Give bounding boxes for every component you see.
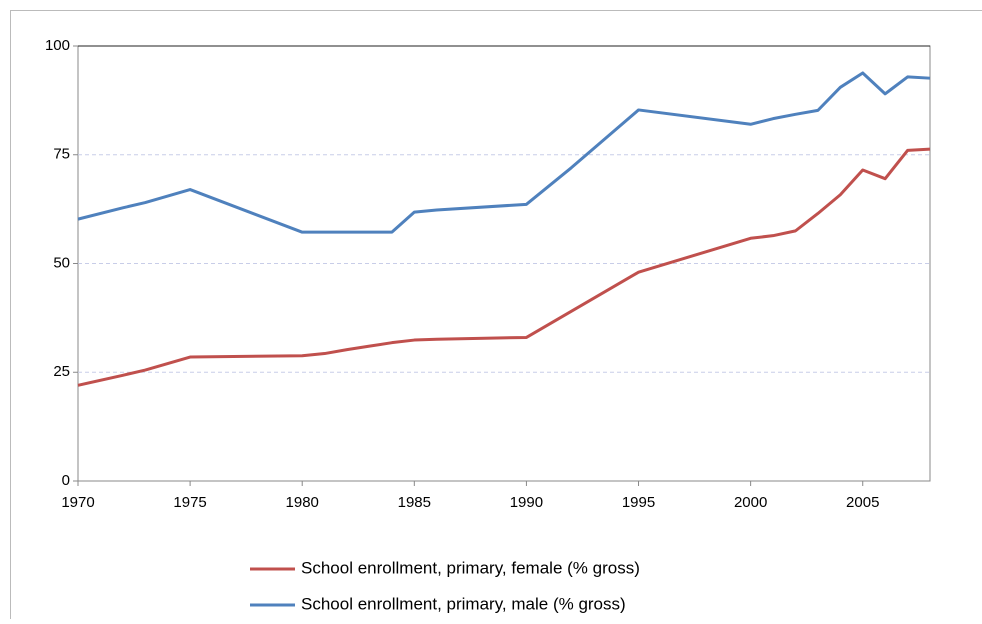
x-tick-label: 1975 xyxy=(173,494,206,511)
y-tick-label: 75 xyxy=(53,146,70,163)
y-tick-label: 0 xyxy=(62,472,70,489)
x-tick-label: 1980 xyxy=(286,494,319,511)
y-tick-label: 25 xyxy=(53,363,70,380)
x-tick-label: 1970 xyxy=(61,494,94,511)
x-tick-label: 2005 xyxy=(846,494,879,511)
legend-label: School enrollment, primary, male (% gros… xyxy=(301,594,626,613)
x-tick-label: 1985 xyxy=(398,494,431,511)
y-tick-label: 100 xyxy=(45,37,70,54)
x-tick-label: 1990 xyxy=(510,494,543,511)
x-tick-label: 2000 xyxy=(734,494,767,511)
x-tick-label: 1995 xyxy=(622,494,655,511)
legend-label: School enrollment, primary, female (% gr… xyxy=(301,558,640,577)
y-tick-label: 50 xyxy=(53,254,70,271)
